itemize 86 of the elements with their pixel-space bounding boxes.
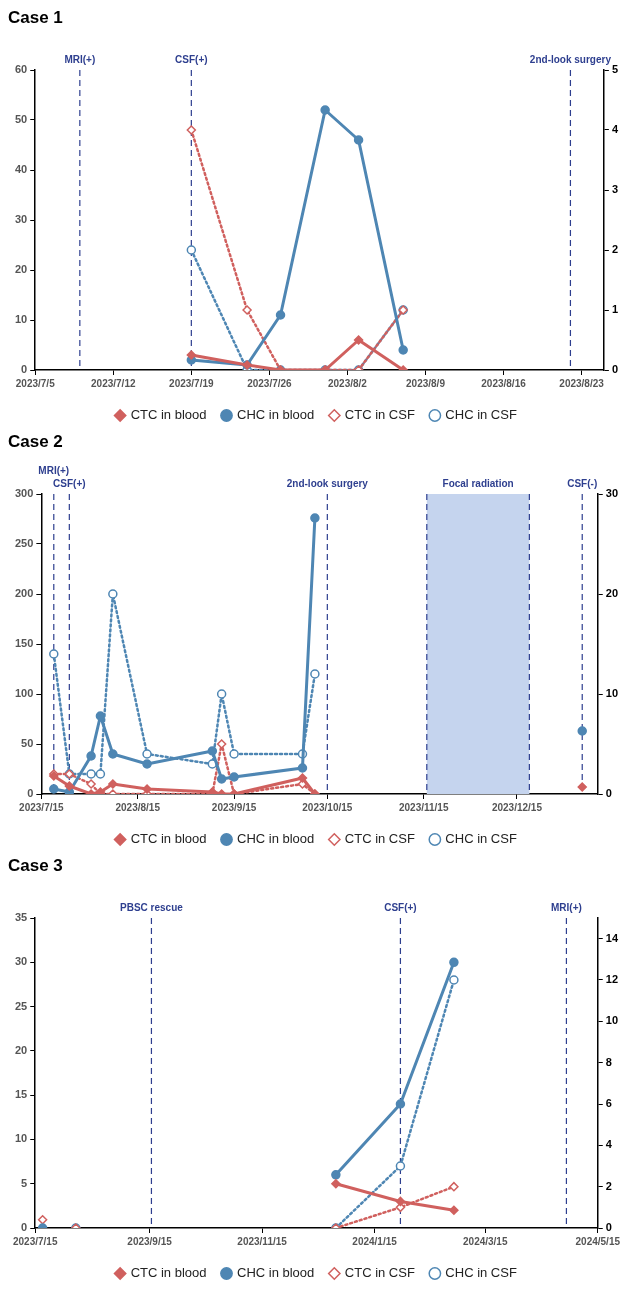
x-tick-label: 2023/8/2: [327, 377, 368, 389]
x-tick-label: 2023/11/15: [398, 801, 449, 813]
y-tick-label: 20: [14, 263, 28, 276]
band-label: Focal radiation: [442, 477, 514, 489]
chart-title: Case 2: [8, 432, 64, 453]
y-tick-label: 250: [14, 537, 34, 550]
y2-tick-label: 8: [605, 1055, 612, 1068]
ref-line-label: 2nd-look surgery: [286, 477, 369, 489]
y-tick-label: 100: [14, 687, 34, 700]
y-tick-label: 50: [14, 113, 28, 126]
y-tick-label: 0: [21, 1221, 28, 1234]
y2-tick-label: 0: [605, 787, 612, 800]
legend-label: CHC in CSF: [445, 407, 517, 423]
x-tick-label: 2023/9/15: [127, 1235, 173, 1247]
ref-line-label: CSF(+): [384, 901, 417, 913]
y-tick-label: 50: [21, 737, 34, 750]
y2-tick-label: 30: [605, 487, 619, 500]
legend-label: CTC in CSF: [344, 407, 415, 423]
legend-label: CTC in blood: [130, 1265, 207, 1281]
y-tick-label: 30: [14, 955, 28, 968]
y-tick-label: 10: [14, 313, 28, 326]
x-tick-label: 2024/3/15: [463, 1235, 508, 1247]
legend-label: CTC in CSF: [344, 831, 415, 847]
x-tick-label: 2023/7/5: [15, 377, 56, 389]
legend-label: CTC in CSF: [344, 1265, 415, 1281]
y2-tick-label: 10: [605, 687, 619, 700]
legend-label: CTC in blood: [130, 831, 207, 847]
y-tick-label: 0: [21, 363, 28, 376]
x-tick-label: 2023/7/12: [91, 377, 136, 389]
chart-title: Case 1: [8, 8, 64, 29]
legend-label: CHC in blood: [236, 1265, 315, 1281]
x-tick-label: 2023/8/15: [115, 801, 161, 813]
ref-line-label: MRI(+): [64, 53, 96, 65]
x-tick-label: 2023/8/9: [406, 377, 446, 389]
y-tick-label: 300: [14, 487, 34, 500]
y-tick-label: 40: [14, 163, 28, 176]
ref-line-label: MRI(+): [551, 901, 582, 913]
y2-tick-label: 10: [605, 1014, 619, 1027]
y2-tick-label: 20: [605, 587, 619, 600]
y-tick-label: 5: [21, 1176, 28, 1189]
y-tick-label: 15: [14, 1088, 28, 1101]
y2-tick-label: 4: [605, 1138, 613, 1151]
x-tick-label: 2023/7/15: [19, 801, 65, 813]
ref-line-label: CSF(+): [175, 53, 208, 65]
y2-tick-label: 12: [605, 973, 619, 986]
x-tick-label: 2023/8/16: [481, 377, 527, 389]
legend-label: CHC in blood: [236, 407, 315, 423]
x-tick-label: 2023/10/15: [302, 801, 353, 813]
y2-tick-label: 3: [611, 183, 619, 196]
y-tick-label: 10: [14, 1132, 28, 1145]
x-tick-label: 2023/7/19: [169, 377, 215, 389]
y-tick-label: 60: [14, 63, 28, 76]
y-tick-label: 20: [14, 1043, 28, 1056]
y2-tick-label: 1: [611, 303, 619, 316]
x-tick-label: 2023/8/23: [559, 377, 605, 389]
x-tick-label: 2023/7/26: [247, 377, 293, 389]
x-tick-label: 2024/1/15: [352, 1235, 398, 1247]
legend-label: CHC in CSF: [445, 831, 517, 847]
y2-tick-label: 4: [611, 123, 619, 136]
y-tick-label: 200: [14, 587, 34, 600]
y-tick-label: 30: [14, 213, 28, 226]
y2-tick-label: 2: [611, 243, 619, 256]
ref-line-label: CSF(-): [567, 477, 598, 489]
ref-line-label: MRI(+): [38, 464, 70, 476]
y2-tick-label: 0: [605, 1221, 612, 1234]
y-tick-label: 150: [14, 637, 34, 650]
y2-tick-label: 14: [605, 931, 619, 944]
y-tick-label: 25: [14, 999, 28, 1012]
y2-tick-label: 2: [605, 1179, 612, 1192]
y-tick-label: 35: [14, 911, 28, 924]
ref-line-label: PBSC rescue: [120, 901, 184, 913]
x-tick-label: 2023/7/15: [12, 1235, 58, 1247]
y2-tick-label: 0: [611, 363, 619, 376]
x-tick-label: 2023/12/15: [491, 801, 543, 813]
y2-tick-label: 6: [605, 1097, 612, 1110]
y-tick-label: 0: [27, 787, 34, 800]
legend-label: CHC in CSF: [445, 1265, 517, 1281]
legend-label: CTC in blood: [130, 407, 207, 423]
ref-line-label: CSF(+): [53, 477, 86, 489]
ref-line-label: 2nd-look surgery: [529, 53, 612, 65]
legend-label: CHC in blood: [236, 831, 315, 847]
y2-tick-label: 5: [611, 63, 619, 76]
x-tick-label: 2023/11/15: [237, 1235, 288, 1247]
x-tick-label: 2023/9/15: [211, 801, 257, 813]
chart-title: Case 3: [8, 856, 64, 877]
x-tick-label: 2024/5/15: [575, 1235, 621, 1247]
